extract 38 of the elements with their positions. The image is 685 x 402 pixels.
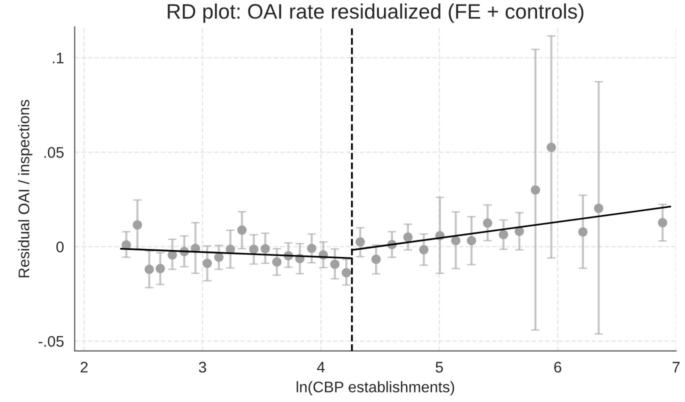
x-tick-label: 6 [554, 362, 562, 373]
point [237, 225, 247, 235]
y-tick-label: -.05 [38, 336, 64, 347]
point [578, 227, 588, 237]
x-tick-label: 2 [80, 362, 88, 372]
point [330, 260, 340, 269]
chart-title: RD plot: OAI rate residualized (FE + controls) [168, 4, 584, 23]
point [272, 257, 282, 267]
point [594, 204, 604, 213]
x-tick-label: 5 [436, 362, 443, 373]
y-tick-label: .1 [52, 52, 64, 64]
point [132, 220, 142, 230]
point [202, 258, 212, 268]
point [658, 218, 668, 228]
point [419, 245, 428, 254]
point [260, 244, 270, 254]
x-tick-label: 3 [198, 362, 206, 373]
y-tick-label: .05 [44, 147, 64, 158]
point [307, 244, 316, 254]
y-tick-label: 0 [56, 242, 64, 252]
point [466, 236, 476, 246]
point [451, 236, 460, 246]
point [546, 142, 556, 152]
point [356, 237, 365, 247]
point [403, 232, 413, 242]
point [530, 185, 540, 195]
x-tick-label: 7 [672, 362, 680, 372]
point [144, 264, 154, 274]
point [371, 254, 381, 264]
point [156, 264, 165, 274]
point [498, 230, 508, 240]
point [214, 252, 224, 262]
x-tick-label: 4 [317, 362, 325, 372]
point [482, 218, 492, 228]
x-axis-title: ln(CBP establishments) [296, 381, 454, 396]
point [342, 268, 352, 278]
point [249, 244, 258, 254]
y-axis-title: Residual OAI / inspections [18, 100, 32, 278]
